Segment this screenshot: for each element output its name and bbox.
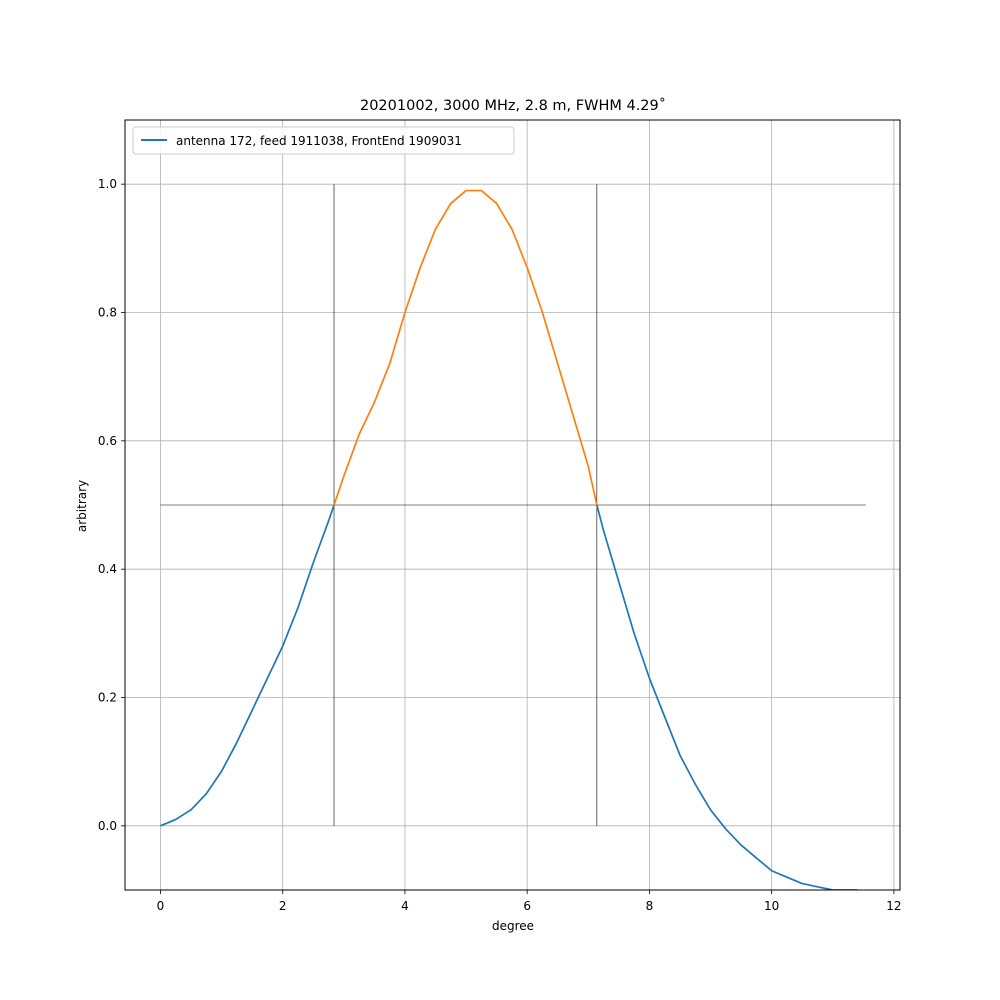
series-line-1 [160, 504, 335, 827]
y-tick-label: 0.8 [98, 306, 117, 320]
plot-frame [124, 119, 901, 891]
x-axis-label: degree [492, 919, 534, 933]
legend: antenna 172, feed 1911038, FrontEnd 1909… [132, 126, 515, 155]
y-tick-label: 1.0 [98, 177, 117, 191]
series-line-2 [333, 189, 598, 506]
axis-ticks: 0 2 4 6 8 10 12 0.0 0.2 0.4 0.6 0.8 1.0 [98, 177, 902, 913]
x-tick-label: 6 [523, 899, 531, 913]
data-series [160, 189, 858, 890]
y-tick-label: 0.2 [98, 691, 117, 705]
series-line-3 [596, 504, 858, 890]
x-tick-label: 2 [279, 899, 287, 913]
x-tick-label: 12 [886, 899, 901, 913]
y-tick-label: 0.6 [98, 434, 117, 448]
y-tick-label: 0.4 [98, 562, 117, 576]
x-tick-label: 4 [401, 899, 409, 913]
chart-title: 20201002, 3000 MHz, 2.8 m, FWHM 4.29˚ [360, 97, 666, 114]
fwhm-guide-lines [160, 184, 866, 826]
legend-entry-label: antenna 172, feed 1911038, FrontEnd 1909… [176, 134, 462, 148]
y-tick-label: 0.0 [98, 819, 117, 833]
x-tick-label: 8 [646, 899, 654, 913]
y-axis-label: arbitrary [75, 480, 89, 532]
x-tick-label: 0 [157, 899, 165, 913]
legend-box [132, 126, 515, 155]
x-tick-label: 10 [764, 899, 779, 913]
